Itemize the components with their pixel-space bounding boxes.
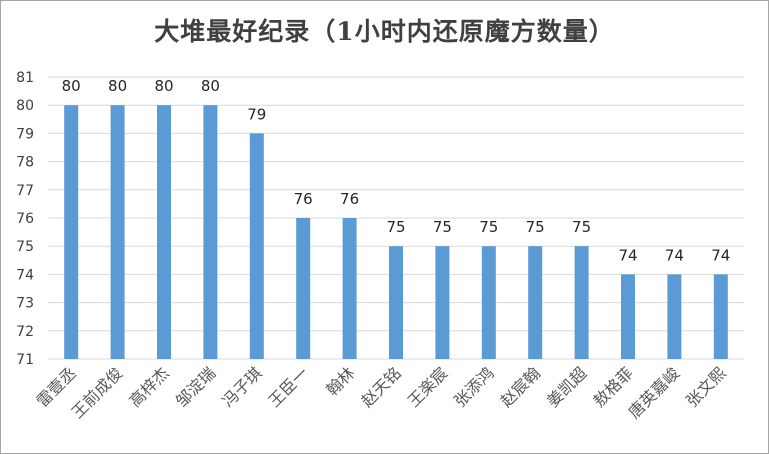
data-label: 74 <box>711 246 730 264</box>
data-label: 75 <box>572 218 591 236</box>
y-tick-label: 73 <box>16 296 34 312</box>
chart-title: 大堆最好纪录（1小时内还原魔方数量） <box>154 17 615 46</box>
bar <box>296 218 311 359</box>
y-tick-label: 78 <box>16 155 34 171</box>
category-label: 冯子琪 <box>218 363 265 410</box>
y-tick-label: 76 <box>16 211 34 227</box>
data-label: 76 <box>340 190 359 208</box>
data-label: 74 <box>618 246 637 264</box>
data-label: 80 <box>154 77 173 95</box>
bar <box>64 105 79 359</box>
data-label: 75 <box>526 218 545 236</box>
data-labels: 80 80 80 80 79 76 76 75 75 75 75 75 74 74 74 <box>62 77 731 264</box>
bar <box>249 133 264 359</box>
y-tick-label: 72 <box>16 324 34 340</box>
bar <box>574 246 589 359</box>
y-tick-label: 80 <box>16 98 34 114</box>
data-label: 74 <box>665 246 684 264</box>
bar <box>528 246 543 359</box>
category-label: 王前成俊 <box>68 363 127 422</box>
category-label: 赵天铭 <box>357 363 404 410</box>
category-label: 姜凯超 <box>543 363 590 410</box>
y-tick-label: 77 <box>16 183 34 199</box>
category-label: 王楽宸 <box>404 363 451 410</box>
y-tick-label: 71 <box>16 352 34 368</box>
category-label: 王臣一 <box>265 363 312 410</box>
data-label: 75 <box>386 218 405 236</box>
bar <box>389 246 403 359</box>
bar <box>621 274 635 359</box>
bars <box>64 105 728 359</box>
bar <box>435 246 450 359</box>
category-label: 张添鸿 <box>450 363 497 410</box>
bar <box>110 105 125 359</box>
data-label: 75 <box>479 218 498 236</box>
y-tick-label: 81 <box>16 70 34 86</box>
data-label: 76 <box>294 190 313 208</box>
data-label: 79 <box>247 105 266 123</box>
y-tick-label: 79 <box>16 126 34 142</box>
data-label: 80 <box>62 77 81 95</box>
category-label: 张文熙 <box>682 363 729 410</box>
y-axis-ticks: 71 72 73 74 75 76 77 78 79 80 81 <box>16 70 34 368</box>
y-tick-label: 74 <box>16 267 34 283</box>
y-tick-label: 75 <box>16 239 34 255</box>
category-label: 唐英嘉峻 <box>625 363 684 422</box>
bar <box>481 246 496 359</box>
category-label: 赵宸翰 <box>497 363 544 410</box>
data-label: 80 <box>201 77 220 95</box>
data-label: 75 <box>433 218 452 236</box>
bar <box>342 218 357 359</box>
category-label: 高梓杰 <box>125 363 172 410</box>
bar <box>713 274 728 359</box>
bar <box>667 274 682 359</box>
bar <box>203 105 218 359</box>
data-label: 80 <box>108 77 127 95</box>
category-label: 翰林 <box>322 363 358 399</box>
bar <box>157 105 171 359</box>
category-label: 邹淀瑞 <box>172 363 219 410</box>
